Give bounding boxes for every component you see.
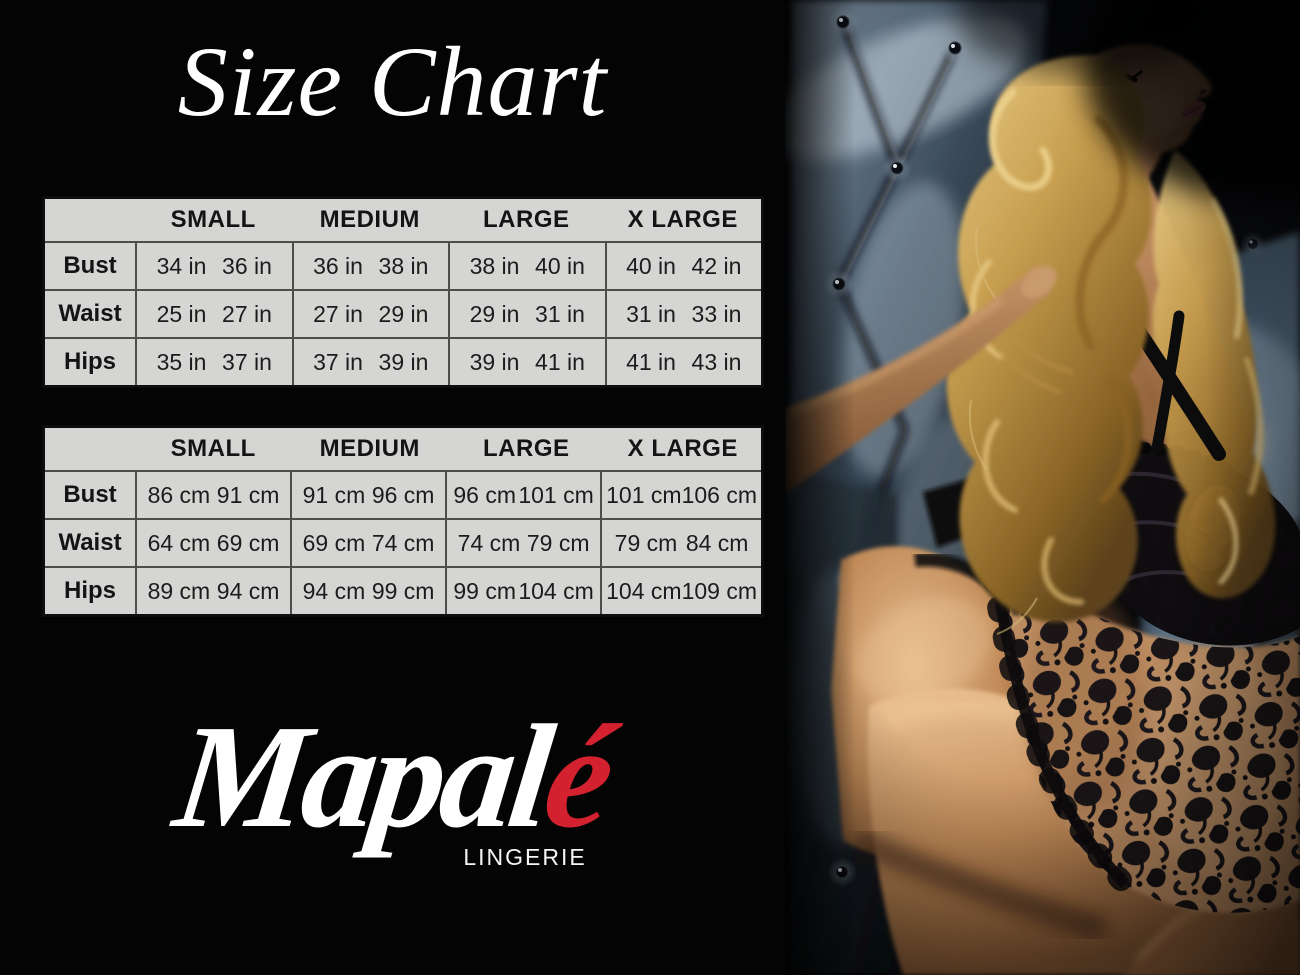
- row-label-waist: Waist: [45, 291, 135, 337]
- bust-in-medium: 36 in 38 in: [293, 243, 448, 289]
- brand-logo: Mapalé LINGERIE: [0, 692, 785, 870]
- size-header-medium: MEDIUM: [319, 206, 420, 233]
- bust-in-xlarge: 40 in 42 in: [606, 243, 761, 289]
- row-label-hips: Hips: [45, 339, 135, 385]
- waist-cm-medium: 69 cm 74 cm: [292, 520, 446, 566]
- bust-in-small: 34 in 36 in: [137, 243, 292, 289]
- size-table-cm-header: SMALL MEDIUM LARGE X LARGE: [45, 428, 761, 470]
- waist-in-small: 25 in 27 in: [137, 291, 292, 337]
- waist-in-medium: 27 in 29 in: [293, 291, 448, 337]
- page-title: Size Chart: [177, 26, 608, 137]
- row-label-bust: Bust: [45, 243, 135, 289]
- hips-cm-medium: 94 cm 99 cm: [292, 568, 446, 614]
- bust-cm-large: 96 cm 101 cm: [447, 472, 601, 518]
- waist-cm-small: 64 cm 69 cm: [137, 520, 291, 566]
- size-header-large: LARGE: [483, 435, 570, 462]
- hips-in-large: 39 in 41 in: [450, 339, 605, 385]
- bust-cm-xlarge: 101 cm 106 cm: [602, 472, 761, 518]
- size-header-large: LARGE: [483, 206, 570, 233]
- size-header-xlarge: X LARGE: [627, 206, 738, 233]
- size-table-inches: SMALL MEDIUM LARGE X LARGE Bust 34 in 36 …: [42, 196, 764, 388]
- bust-cm-small: 86 cm 91 cm: [137, 472, 291, 518]
- model-photo-illustration: [785, 0, 1300, 975]
- row-label-waist: Waist: [45, 520, 135, 566]
- hips-in-xlarge: 41 in 43 in: [606, 339, 761, 385]
- bust-in-large: 38 in 40 in: [450, 243, 605, 289]
- size-header-small: SMALL: [170, 435, 256, 462]
- size-header-xlarge: X LARGE: [627, 435, 738, 462]
- hips-in-medium: 37 in 39 in: [293, 339, 448, 385]
- brand-word-white: Mapal: [167, 695, 558, 859]
- waist-in-large: 29 in 31 in: [450, 291, 605, 337]
- row-label-bust: Bust: [45, 472, 135, 518]
- hips-cm-small: 89 cm 94 cm: [137, 568, 291, 614]
- waist-in-xlarge: 31 in 33 in: [606, 291, 761, 337]
- size-header-medium: MEDIUM: [319, 435, 420, 462]
- model-photo-panel: [785, 0, 1300, 975]
- bust-cm-medium: 91 cm 96 cm: [292, 472, 446, 518]
- hips-cm-xlarge: 104 cm 109 cm: [602, 568, 761, 614]
- size-header-small: SMALL: [170, 206, 256, 233]
- brand-subtitle: LINGERIE: [463, 844, 587, 870]
- photo-shading: [785, 0, 1300, 975]
- waist-cm-large: 74 cm 79 cm: [447, 520, 601, 566]
- hips-cm-large: 99 cm 104 cm: [447, 568, 601, 614]
- info-panel: Size Chart SMALL MEDIUM LARGE X LARGE Bu…: [0, 26, 785, 870]
- row-label-hips: Hips: [45, 568, 135, 614]
- size-table-centimeters: SMALL MEDIUM LARGE X LARGE Bust 86 cm 91 …: [42, 425, 764, 617]
- hips-in-small: 35 in 37 in: [137, 339, 292, 385]
- waist-cm-xlarge: 79 cm 84 cm: [602, 520, 761, 566]
- brand-wordmark: Mapalé: [167, 692, 618, 862]
- size-table-inches-header: SMALL MEDIUM LARGE X LARGE: [45, 199, 761, 241]
